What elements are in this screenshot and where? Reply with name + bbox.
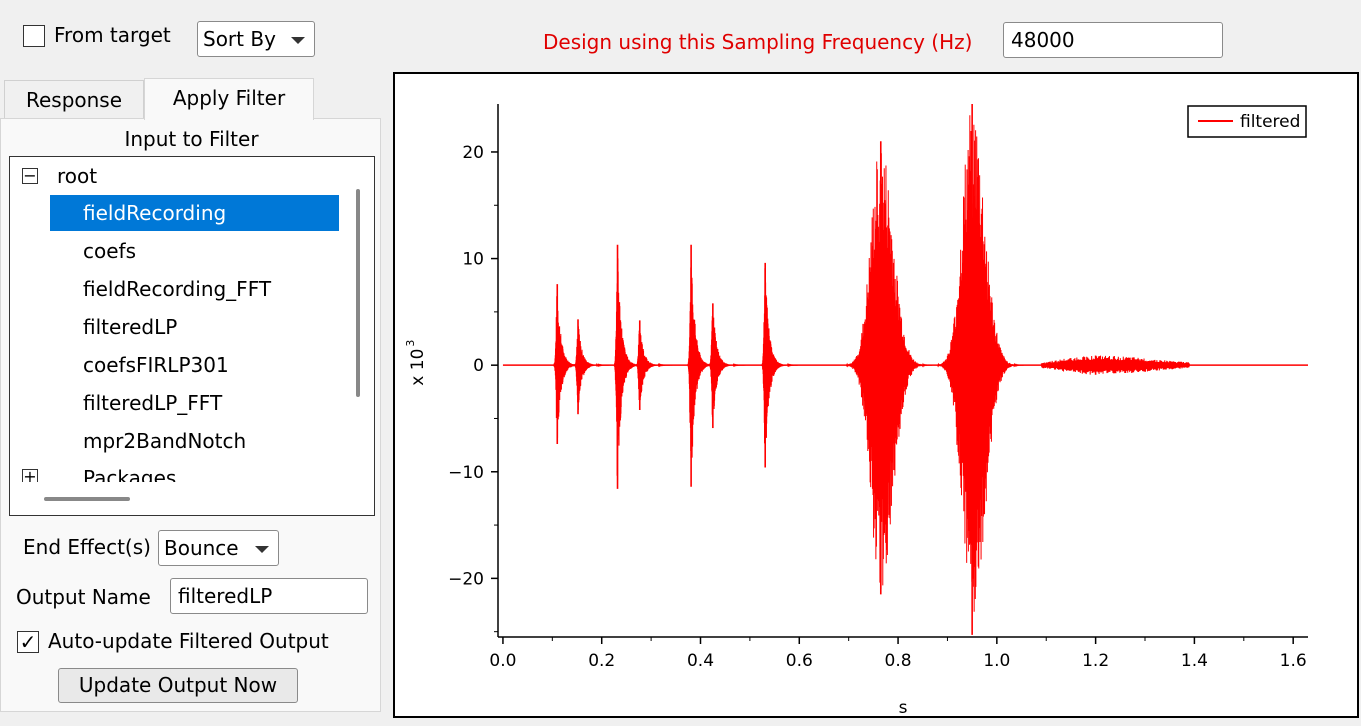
- tree-root[interactable]: root: [57, 164, 98, 188]
- tree-item-coefs[interactable]: coefs: [83, 239, 136, 263]
- sort-by-dropdown[interactable]: Sort By: [197, 21, 315, 57]
- legend: filtered: [1187, 105, 1307, 138]
- y-tick-label: −20: [448, 569, 484, 589]
- from-target-checkbox[interactable]: [23, 25, 45, 47]
- graph-frame[interactable]: 0.0 0.2 0.4 0.6 0.8 1.0 1.2 1.4 1.6 20 10 0 −10 −20 …: [393, 72, 1359, 718]
- x-tick-label: 0.6: [786, 651, 813, 671]
- tree-item-filteredlp-fft[interactable]: filteredLP_FFT: [83, 391, 223, 415]
- y-axis-label: x 10 3: [404, 340, 428, 386]
- signal-burst: [937, 104, 1024, 635]
- y-tick-label: −10: [448, 463, 484, 483]
- x-tick-label: 1.2: [1082, 651, 1109, 671]
- horizontal-scrollbar-thumb[interactable]: [44, 497, 130, 501]
- end-effects-label: End Effect(s): [23, 535, 151, 559]
- output-name-input[interactable]: filteredLP: [170, 578, 368, 614]
- filtered-signal-chart: 0.0 0.2 0.4 0.6 0.8 1.0 1.2 1.4 1.6 20100−10−20 …: [404, 104, 1308, 716]
- x-tick-label: 0.4: [687, 651, 714, 671]
- y-axis-label-text: x 10: [408, 349, 428, 386]
- signal-layer: [502, 104, 1308, 635]
- x-tick-label: 0.2: [588, 651, 615, 671]
- signal-burst: [573, 319, 611, 415]
- output-name-label: Output Name: [16, 585, 151, 609]
- chevron-down-icon: [255, 546, 269, 553]
- tree-item-coefsfirlp301[interactable]: coefsFIRLP301: [83, 353, 229, 377]
- input-to-filter-title: Input to Filter: [124, 127, 259, 151]
- signal-burst: [1040, 355, 1190, 375]
- x-tick-label: 0.8: [885, 651, 912, 671]
- tree-item-fieldrecording-fft[interactable]: fieldRecording_FFT: [83, 277, 272, 301]
- x-ticks: 0.0 0.2 0.4 0.6 0.8 1.0 1.2 1.4 1.6: [489, 637, 1307, 671]
- design-frequency-label: Design using this Sampling Frequency (Hz…: [543, 30, 973, 54]
- signal-burst: [761, 262, 798, 468]
- signal-burst: [708, 303, 746, 429]
- tree-item-filteredlp[interactable]: filteredLP: [83, 315, 178, 339]
- y-tick-label: 20: [462, 143, 484, 163]
- x-tick-label: 1.4: [1181, 651, 1208, 671]
- sort-by-label: Sort By: [203, 27, 276, 51]
- tab-apply-filter[interactable]: Apply Filter: [144, 78, 314, 120]
- vertical-scrollbar-thumb[interactable]: [356, 189, 360, 397]
- from-target-label: From target: [54, 23, 171, 47]
- y-tick-label: 0: [473, 356, 484, 376]
- x-axis-label: s: [899, 698, 908, 716]
- end-effects-dropdown[interactable]: Bounce: [158, 530, 279, 566]
- collapse-icon[interactable]: −: [22, 166, 38, 185]
- y-ticks: 20 10 0 −10 −20: [448, 143, 498, 633]
- data-browser-tree[interactable]: − root fieldRecording coefs fieldRecordi…: [9, 156, 375, 516]
- chevron-down-icon: [291, 37, 305, 44]
- x-tick-label: 1.6: [1280, 651, 1307, 671]
- tree-item-mpr2bandnotch[interactable]: mpr2BandNotch: [83, 429, 247, 453]
- apply-filter-panel: Input to Filter − root fieldRecording co…: [0, 118, 381, 712]
- update-output-now-button[interactable]: Update Output Now: [58, 668, 298, 703]
- auto-update-label: Auto-update Filtered Output: [48, 629, 329, 653]
- end-effects-value: Bounce: [164, 536, 239, 560]
- y-axis-label-exponent: 3: [404, 340, 417, 347]
- tab-response[interactable]: Response: [4, 80, 144, 120]
- legend-label-filtered: filtered: [1240, 112, 1300, 132]
- signal-burst: [635, 320, 673, 410]
- auto-update-checkbox[interactable]: ✓: [17, 631, 39, 653]
- x-tick-label: 1.0: [983, 651, 1010, 671]
- x-tick-label: 0.0: [489, 651, 516, 671]
- expand-icon[interactable]: +: [22, 467, 38, 486]
- y-tick-label: 10: [462, 250, 484, 270]
- sampling-frequency-input[interactable]: 48000: [1003, 22, 1223, 58]
- signal-burst: [845, 141, 933, 595]
- tree-item-fieldrecording[interactable]: fieldRecording: [50, 195, 339, 231]
